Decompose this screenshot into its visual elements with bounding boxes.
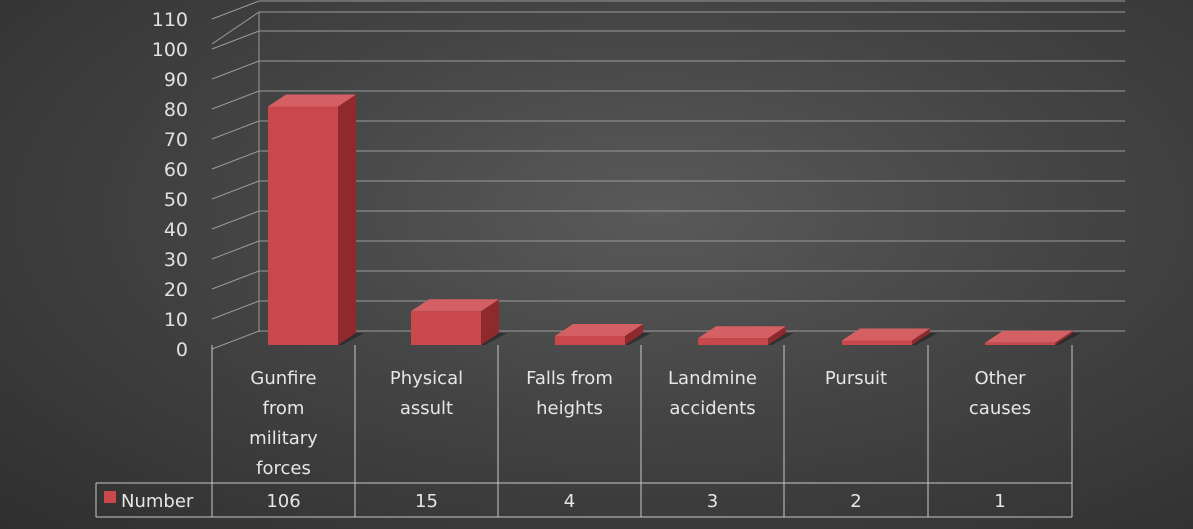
data-label: 1 [994, 491, 1005, 512]
gridline-side [211, 0, 260, 20]
y-tick-label: 70 [164, 129, 188, 151]
x-category-label: Other [974, 368, 1026, 389]
gridline-side [211, 150, 260, 170]
bar-top [268, 94, 356, 107]
x-category-label: military [249, 428, 318, 449]
x-category-label: Physical [390, 368, 463, 389]
x-category-label: causes [969, 398, 1031, 419]
data-label: 2 [850, 491, 861, 512]
x-category-label: heights [536, 398, 603, 419]
gridline-side [211, 60, 260, 80]
bar [411, 311, 481, 345]
gridline-side [211, 300, 260, 320]
bar [985, 342, 1055, 345]
x-category-label: Gunfire [250, 368, 316, 389]
bar-side [768, 326, 786, 345]
y-tick-label: 0 [176, 339, 188, 361]
bar-side [338, 94, 356, 345]
bar-top [411, 299, 499, 312]
bar-side [625, 324, 643, 345]
data-label: 4 [564, 491, 575, 512]
x-category-label: from [263, 398, 305, 419]
data-label: 106 [266, 491, 300, 512]
legend-swatch [104, 491, 116, 503]
y-tick-label: 40 [164, 219, 188, 241]
y-axis-tick-labels: 0 10 20 30 40 50 60 70 80 90 100 110 [152, 9, 188, 361]
bar-top [698, 326, 786, 339]
gridline-side [211, 270, 260, 290]
bar-top [985, 330, 1073, 343]
bar [698, 338, 768, 345]
gridline-side [211, 240, 260, 260]
gridline-side [211, 90, 260, 110]
bar-top [842, 328, 930, 341]
x-category-label: Landmine [668, 368, 757, 389]
bar [842, 340, 912, 345]
bar-side [1055, 330, 1073, 345]
x-category-label: accidents [669, 398, 755, 419]
gridline-side [211, 330, 260, 350]
y-tick-label: 10 [164, 309, 188, 331]
bars [268, 94, 1081, 345]
y-tick-label: 90 [164, 69, 188, 91]
gridline-side [211, 30, 260, 50]
y-tick-label: 80 [164, 99, 188, 121]
gridline-side [211, 120, 260, 140]
bar-top [555, 324, 643, 336]
y-tick-label: 30 [164, 249, 188, 271]
gridlines [211, 0, 1125, 350]
legend-entry: Number [121, 491, 194, 512]
gridline-side [211, 180, 260, 200]
data-label: 3 [707, 491, 718, 512]
bar-side [481, 299, 499, 345]
bar [555, 336, 625, 345]
y-tick-label: 110 [152, 9, 188, 31]
bar [268, 106, 338, 345]
x-category-label: Falls from [526, 368, 613, 389]
x-category-label: Pursuit [825, 368, 887, 389]
data-table: Gunfire from military forces Physical assult F… [95, 345, 1073, 518]
y-tick-label: 60 [164, 159, 188, 181]
data-label: 15 [415, 491, 438, 512]
y-tick-label: 20 [164, 279, 188, 301]
x-category-label: assult [400, 398, 453, 419]
x-category-label: forces [256, 458, 311, 479]
bar-side [912, 328, 930, 345]
y-tick-label: 50 [164, 189, 188, 211]
gridline-side [211, 210, 260, 230]
y-tick-label: 100 [152, 39, 188, 61]
gridline-side [211, 11, 260, 45]
